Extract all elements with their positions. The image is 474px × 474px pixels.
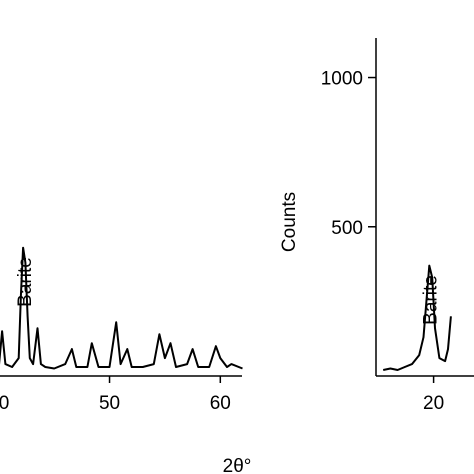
x-tick-label: 20	[423, 393, 444, 414]
x-tick-label: 40	[0, 393, 9, 414]
xrd-pattern-line	[382, 264, 452, 371]
peak-label-barite: Barite	[15, 257, 36, 307]
x-tick-label: 60	[210, 393, 231, 414]
y-axis-label: Counts	[279, 192, 300, 252]
y-tick-label: 500	[331, 218, 363, 239]
peak-label-barite: Barite	[420, 275, 441, 325]
left-chart-panel: 40 50 60 2θ° Barite	[0, 246, 252, 474]
right-chart-panel: 20 500 1000 Counts Barite	[279, 38, 474, 414]
x-axis-label: 2θ°	[223, 456, 252, 474]
y-tick-label: 1000	[321, 69, 363, 90]
xrd-pattern-line	[0, 246, 243, 370]
x-tick-label: 50	[99, 393, 120, 414]
